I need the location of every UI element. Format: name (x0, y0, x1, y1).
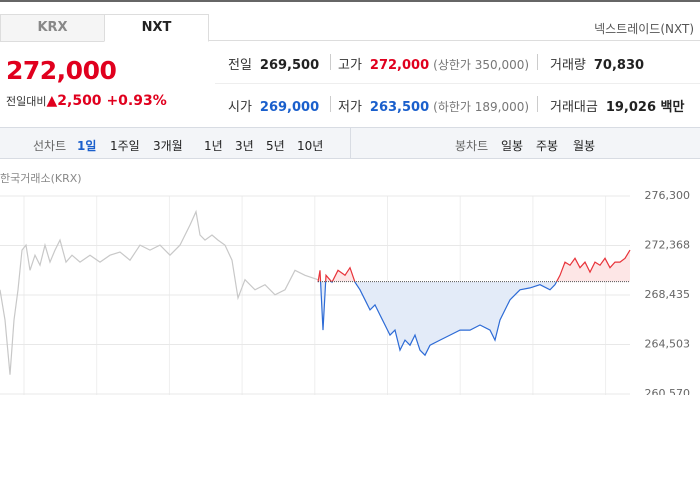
tab[interactable]: KRX (0, 14, 105, 42)
toolbar-label: 봉차트 (455, 139, 489, 153)
chart-option[interactable]: 1일 (77, 139, 97, 153)
stat: 전일 269,500 (228, 54, 319, 73)
price-line (317, 281, 558, 357)
y-tick-label: 268,435 (645, 288, 691, 301)
stat-note: (상한가 350,000) (433, 58, 530, 72)
y-tick-label: 264,503 (645, 337, 691, 350)
stat-label: 거래량 (550, 58, 586, 73)
exchange: 넥스트레이드(NXT) (594, 22, 694, 36)
stat-label: 시가 (228, 100, 252, 115)
stat-label: 저가 (338, 100, 362, 115)
chart-option[interactable]: 5년 (266, 139, 285, 153)
divider (215, 83, 700, 84)
price-line-above (317, 249, 631, 282)
stat-value: 269,000 (259, 100, 320, 115)
change: 전일대비▲2,500 +0.93% (6, 93, 167, 109)
area-below (318, 281, 557, 356)
change-label: 전일대비 (6, 95, 47, 108)
stat-label: 고가 (338, 58, 362, 73)
chart-option[interactable]: 3년 (235, 139, 254, 153)
change-pct: +0.93% (106, 93, 167, 109)
top-border (0, 0, 700, 2)
separator (330, 96, 331, 112)
stat-value: 70,830 (593, 58, 645, 73)
price-line (0, 209, 319, 375)
separator (537, 54, 538, 70)
chart-option[interactable]: 1년 (204, 139, 223, 153)
stat-value: 19,026 백만 (605, 100, 685, 115)
stat-value: 269,500 (259, 58, 320, 73)
area-above (318, 250, 630, 282)
toolbar-label: 선차트 (33, 139, 67, 153)
chart-option[interactable]: 10년 (297, 139, 324, 153)
stat: 거래대금 19,026 백만 (550, 96, 684, 115)
chart-option[interactable]: 월봉 (573, 139, 596, 153)
chart-option[interactable]: 3개월 (153, 139, 183, 153)
y-tick-label: 276,300 (645, 189, 691, 202)
stat-note: (하한가 189,000) (433, 100, 530, 114)
price: 272,000 (6, 56, 117, 85)
separator (350, 128, 351, 158)
chart-option[interactable]: 주봉 (536, 139, 559, 153)
chart-option[interactable]: 1주일 (110, 139, 140, 153)
stat-label: 거래대금 (550, 100, 598, 115)
chart-option[interactable]: 일봉 (501, 139, 524, 153)
separator (330, 54, 331, 70)
y-tick-label: 260,570 (645, 387, 691, 395)
chart-source: 한국거래소(KRX) (0, 172, 82, 185)
stat-value: 272,000 (369, 58, 430, 73)
stat: 고가 272,000 (상한가 350,000) (338, 54, 529, 73)
stat-label: 전일 (228, 58, 252, 73)
separator (537, 96, 538, 112)
divider (209, 40, 700, 41)
stat: 거래량 70,830 (550, 54, 644, 73)
chart: 260,570 264,503 268,435 272,368 276,300 (0, 189, 691, 395)
stat: 시가 269,000 (228, 96, 319, 115)
tab[interactable]: NXT (104, 14, 209, 42)
up-triangle: ▲ (46, 93, 58, 109)
stat-value: 263,500 (369, 100, 430, 115)
change-value: 2,500 (57, 93, 102, 109)
stat: 저가 263,500 (하한가 189,000) (338, 96, 529, 115)
y-tick-label: 272,368 (645, 238, 691, 251)
